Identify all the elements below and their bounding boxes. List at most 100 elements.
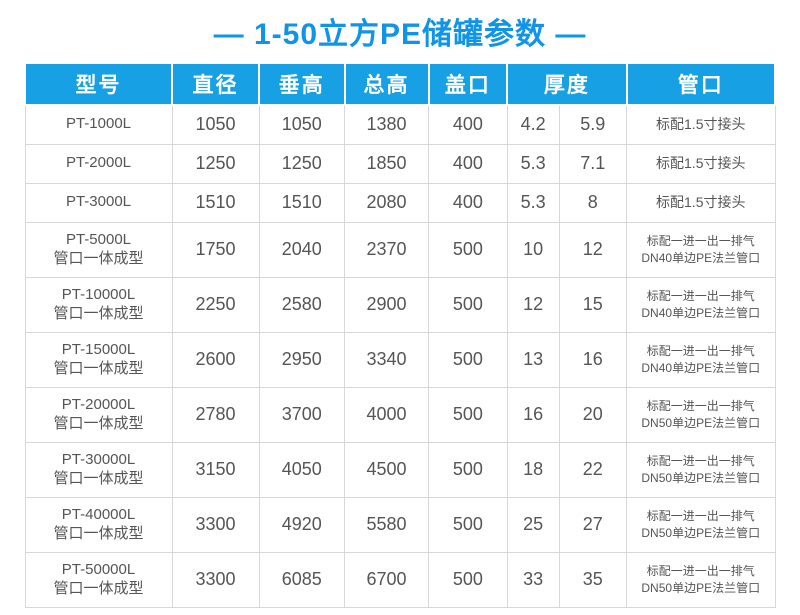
cell-port-text: DN40单边PE法兰管口 — [641, 305, 761, 320]
cell-cover-opening: 400 — [428, 104, 508, 145]
cell-model: PT-3000L — [24, 182, 173, 223]
cell-model: PT-10000L 管口一体成型 — [24, 276, 173, 333]
header-cell-cover-opening: 盖口 — [427, 62, 509, 106]
cell-vertical-height: 3700 — [258, 386, 345, 443]
cell-total-height: 1380 — [344, 104, 429, 145]
cell-port: 标配一进一出一排气 DN40单边PE法兰管口 — [626, 276, 776, 333]
cell-model: PT-20000L 管口一体成型 — [24, 386, 173, 443]
header-cell-diameter: 直径 — [171, 62, 260, 106]
cell-cover-opening: 400 — [428, 143, 508, 184]
cell-cover-opening: 500 — [428, 386, 508, 443]
cell-port: 标配1.5寸接头 — [626, 143, 776, 184]
page-title: — 1-50立方PE储罐参数 — — [213, 18, 587, 51]
cell-thickness-min: 12 — [506, 276, 560, 333]
cell-total-height: 6700 — [344, 551, 429, 608]
table-body: PT-1000L 1050 1050 1380 400 4.2 5.9 标配1.5寸接头 PT-… — [24, 104, 776, 608]
cell-port-text: 标配一进一出一排气 — [646, 399, 755, 414]
cell-port: 标配1.5寸接头 — [626, 182, 776, 223]
cell-model-text: 管口一体成型 — [53, 304, 144, 322]
cell-total-height: 4500 — [344, 441, 429, 498]
cell-cover-opening: 500 — [428, 551, 508, 608]
cell-vertical-height: 2950 — [258, 331, 345, 388]
header-cell-vertical-height: 垂高 — [258, 62, 346, 106]
cell-thickness-max: 8 — [558, 182, 627, 223]
cell-model-text: 管口一体成型 — [53, 249, 144, 267]
cell-model: PT-5000L 管口一体成型 — [24, 221, 173, 278]
cell-vertical-height: 6085 — [258, 551, 345, 608]
cell-thickness-min: 16 — [506, 386, 560, 443]
cell-model-text: PT-5000L — [65, 230, 132, 248]
cell-port-text: DN50单边PE法兰管口 — [641, 580, 761, 595]
cell-diameter: 3150 — [171, 441, 260, 498]
cell-thickness-max: 22 — [558, 441, 627, 498]
cell-model: PT-40000L 管口一体成型 — [24, 496, 173, 553]
cell-total-height: 5580 — [344, 496, 429, 553]
cell-thickness-min: 4.2 — [506, 104, 560, 145]
cell-diameter: 3300 — [171, 496, 260, 553]
cell-vertical-height: 4050 — [258, 441, 345, 498]
cell-vertical-height: 4920 — [258, 496, 345, 553]
table-row: PT-1000L 1050 1050 1380 400 4.2 5.9 标配1.5寸接头 — [24, 104, 776, 145]
cell-diameter: 1050 — [171, 104, 260, 145]
cell-diameter: 3300 — [171, 551, 260, 608]
cell-port-text: DN50单边PE法兰管口 — [641, 415, 761, 430]
cell-port-text: 标配一进一出一排气 — [646, 234, 755, 249]
cell-model-text: PT-1000L — [65, 115, 132, 133]
cell-vertical-height: 1510 — [258, 182, 345, 223]
cell-port-text: 标配1.5寸接头 — [656, 194, 746, 211]
cell-thickness-min: 5.3 — [506, 143, 560, 184]
cell-diameter: 1510 — [171, 182, 260, 223]
cell-cover-opening: 500 — [428, 221, 508, 278]
cell-model-text: 管口一体成型 — [53, 359, 144, 377]
cell-model-text: 管口一体成型 — [53, 579, 144, 597]
table-row: PT-15000L 管口一体成型 2600 2950 3340 500 13 16 标配一进一出… — [24, 331, 776, 388]
cell-model-text: PT-50000L — [61, 560, 136, 578]
cell-model-text: 管口一体成型 — [53, 524, 144, 542]
cell-diameter: 2780 — [171, 386, 260, 443]
table-header: 型号 直径 垂高 总高 盖口 厚度 管口 — [24, 62, 776, 106]
table-row: PT-5000L 管口一体成型 1750 2040 2370 500 10 12 标配一进一出一… — [24, 221, 776, 278]
cell-port: 标配1.5寸接头 — [626, 104, 776, 145]
cell-model: PT-30000L 管口一体成型 — [24, 441, 173, 498]
cell-thickness-max: 20 — [558, 386, 627, 443]
cell-model-text: PT-10000L — [61, 285, 136, 303]
cell-model-text: PT-3000L — [65, 193, 132, 211]
cell-thickness-max: 27 — [558, 496, 627, 553]
table-row: PT-10000L 管口一体成型 2250 2580 2900 500 12 15 标配一进一出… — [24, 276, 776, 333]
cell-diameter: 1750 — [171, 221, 260, 278]
cell-thickness-max: 35 — [558, 551, 627, 608]
cell-cover-opening: 500 — [428, 331, 508, 388]
cell-thickness-min: 25 — [506, 496, 560, 553]
cell-diameter: 2600 — [171, 331, 260, 388]
table-row: PT-2000L 1250 1250 1850 400 5.3 7.1 标配1.5寸接头 — [24, 143, 776, 184]
cell-port-text: 标配一进一出一排气 — [646, 509, 755, 524]
cell-model: PT-15000L 管口一体成型 — [24, 331, 173, 388]
cell-cover-opening: 500 — [428, 496, 508, 553]
cell-model: PT-2000L — [24, 143, 173, 184]
tank-parameter-table: 型号 直径 垂高 总高 盖口 厚度 管口 PT-1000L 1050 1050 138… — [24, 62, 776, 608]
cell-total-height: 1850 — [344, 143, 429, 184]
cell-thickness-max: 7.1 — [558, 143, 627, 184]
cell-port: 标配一进一出一排气 DN40单边PE法兰管口 — [626, 331, 776, 388]
cell-port-text: DN40单边PE法兰管口 — [641, 250, 761, 265]
cell-port-text: 标配一进一出一排气 — [646, 454, 755, 469]
table-row: PT-30000L 管口一体成型 3150 4050 4500 500 18 22 标配一进一出… — [24, 441, 776, 498]
cell-thickness-min: 18 — [506, 441, 560, 498]
cell-port-text: 标配一进一出一排气 — [646, 564, 755, 579]
cell-diameter: 2250 — [171, 276, 260, 333]
cell-port: 标配一进一出一排气 DN50单边PE法兰管口 — [626, 441, 776, 498]
cell-model-text: PT-2000L — [65, 154, 132, 172]
cell-vertical-height: 2040 — [258, 221, 345, 278]
cell-port: 标配一进一出一排气 DN50单边PE法兰管口 — [626, 551, 776, 608]
cell-thickness-max: 12 — [558, 221, 627, 278]
cell-model: PT-1000L — [24, 104, 173, 145]
header-cell-model: 型号 — [24, 62, 173, 106]
cell-port-text: DN50单边PE法兰管口 — [641, 470, 761, 485]
cell-model: PT-50000L 管口一体成型 — [24, 551, 173, 608]
cell-port-text: 标配一进一出一排气 — [646, 344, 755, 359]
cell-model-text: 管口一体成型 — [53, 414, 144, 432]
cell-model-text: PT-15000L — [61, 340, 136, 358]
cell-model-text: 管口一体成型 — [53, 469, 144, 487]
cell-port: 标配一进一出一排气 DN50单边PE法兰管口 — [626, 386, 776, 443]
